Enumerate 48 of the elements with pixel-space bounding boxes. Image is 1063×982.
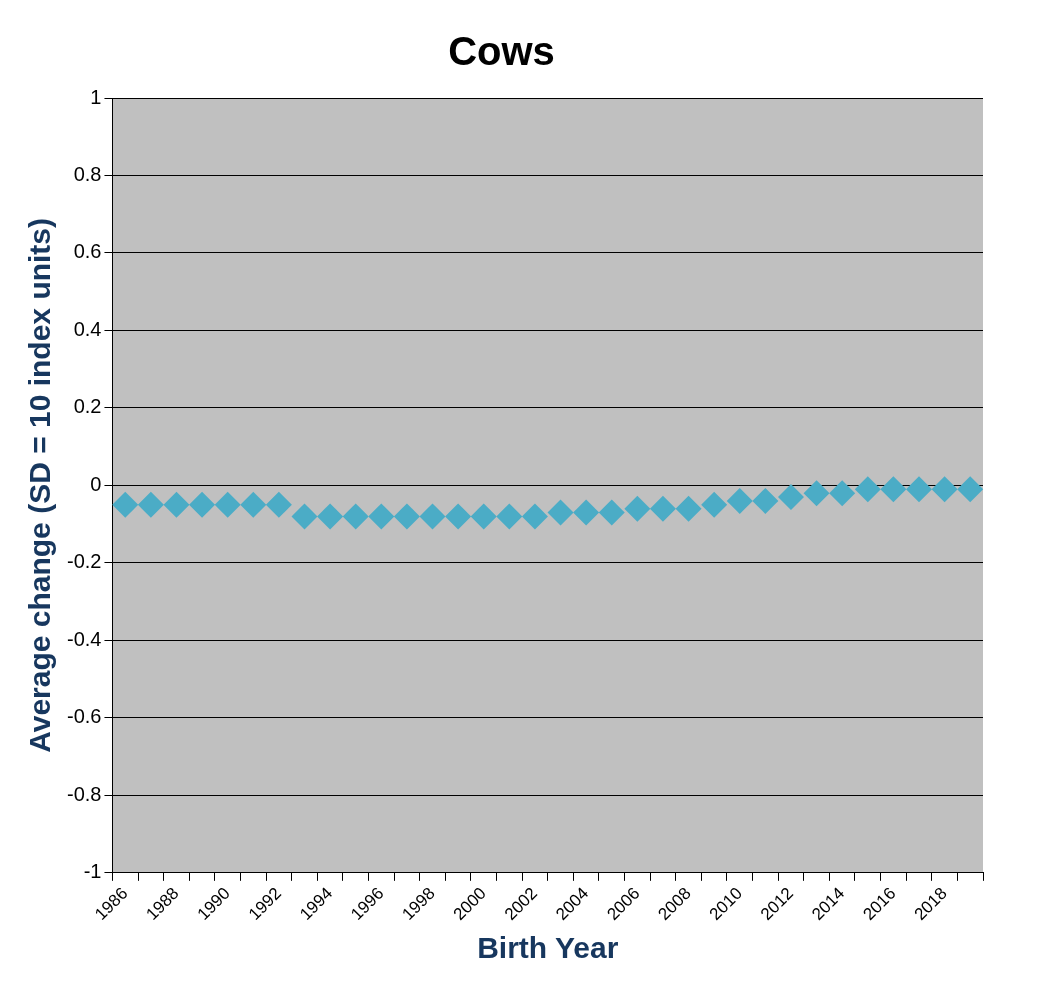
point xyxy=(931,476,958,503)
point xyxy=(393,503,420,530)
point xyxy=(547,499,574,526)
point xyxy=(163,491,190,518)
point xyxy=(726,487,753,514)
point xyxy=(265,491,292,518)
y-tick-label: -0.2 xyxy=(66,550,102,573)
y-tick-label: 0 xyxy=(90,472,102,495)
y-tick-label: -0.6 xyxy=(66,705,102,728)
point xyxy=(675,495,702,522)
point xyxy=(829,480,856,507)
point xyxy=(419,503,446,530)
y-tick-label: 0.6 xyxy=(73,240,102,263)
point xyxy=(573,499,600,526)
point xyxy=(137,491,164,518)
point xyxy=(470,503,497,530)
point xyxy=(624,495,651,522)
y-tick-label: -0.4 xyxy=(66,627,102,650)
chart-title: Cows xyxy=(448,29,555,74)
point xyxy=(189,491,216,518)
point xyxy=(752,487,779,514)
point xyxy=(803,480,830,507)
y-tick-label: -1 xyxy=(83,860,102,883)
point xyxy=(701,491,728,518)
point xyxy=(496,503,523,530)
point xyxy=(214,491,241,518)
point xyxy=(598,499,625,526)
y-tick-label: 0.8 xyxy=(73,163,102,185)
point xyxy=(649,495,676,522)
point xyxy=(368,503,395,530)
point xyxy=(445,503,472,530)
point xyxy=(777,484,804,511)
point xyxy=(112,491,139,518)
point xyxy=(854,476,881,503)
y-tick-label: -0.8 xyxy=(66,782,102,805)
y-tick-label: 0.2 xyxy=(73,395,102,418)
point xyxy=(521,503,548,530)
point xyxy=(317,503,344,530)
y-tick-label: 1 xyxy=(90,85,102,108)
point xyxy=(880,476,907,503)
y-axis-title: Average change (SD = 10 index units) xyxy=(23,217,57,753)
x-axis-title: Birth Year xyxy=(477,931,619,965)
point xyxy=(342,503,369,530)
point xyxy=(957,476,984,503)
point xyxy=(905,476,932,503)
y-tick-label: 0.4 xyxy=(73,317,102,340)
point xyxy=(291,503,318,530)
point xyxy=(240,491,267,518)
